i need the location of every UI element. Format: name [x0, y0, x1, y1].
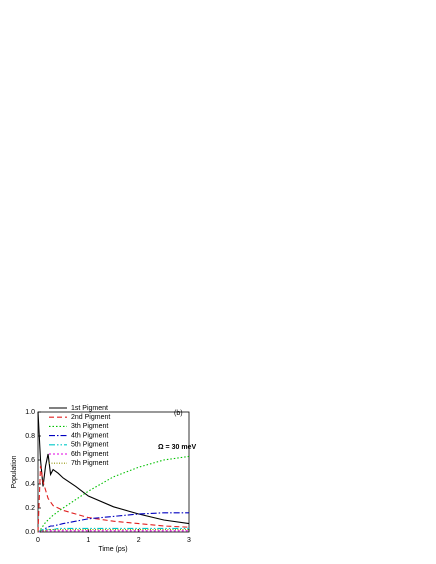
legend-label: 4th Pigment	[71, 432, 108, 439]
series-line	[37, 465, 190, 533]
y-axis-title: Population	[11, 455, 18, 488]
series-line	[37, 527, 189, 533]
series-line	[38, 530, 189, 533]
y-tick-label: 0.8	[25, 433, 35, 440]
legend-label: 7th Pigment	[71, 460, 108, 467]
series-line	[37, 455, 190, 533]
x-tick-label: 0	[36, 537, 40, 544]
y-tick-label: 0.4	[25, 481, 35, 488]
y-tick-label: 0.0	[25, 529, 35, 536]
x-tick-label: 3	[187, 537, 191, 544]
plot-frame	[37, 411, 190, 533]
annotation: (b)	[174, 410, 183, 417]
annotation: Ω = 30 meV	[158, 444, 196, 451]
x-tick-label: 1	[86, 537, 90, 544]
legend-label: 3th Pigment	[71, 423, 108, 430]
series-line	[37, 512, 189, 533]
legend-label: 2nd Pigment	[71, 414, 110, 421]
legend-label: 1st Pigment	[71, 405, 108, 412]
x-tick-label: 2	[137, 537, 141, 544]
y-tick-label: 0.2	[25, 505, 35, 512]
series-line	[37, 529, 189, 533]
y-tick-label: 1.0	[25, 409, 35, 416]
series-line	[37, 411, 190, 525]
x-axis-title: Time (ps)	[98, 546, 127, 553]
legend-label: 6th Pigment	[71, 451, 108, 458]
legend-label: 5th Pigment	[71, 442, 108, 449]
y-tick-label: 0.6	[25, 457, 35, 464]
